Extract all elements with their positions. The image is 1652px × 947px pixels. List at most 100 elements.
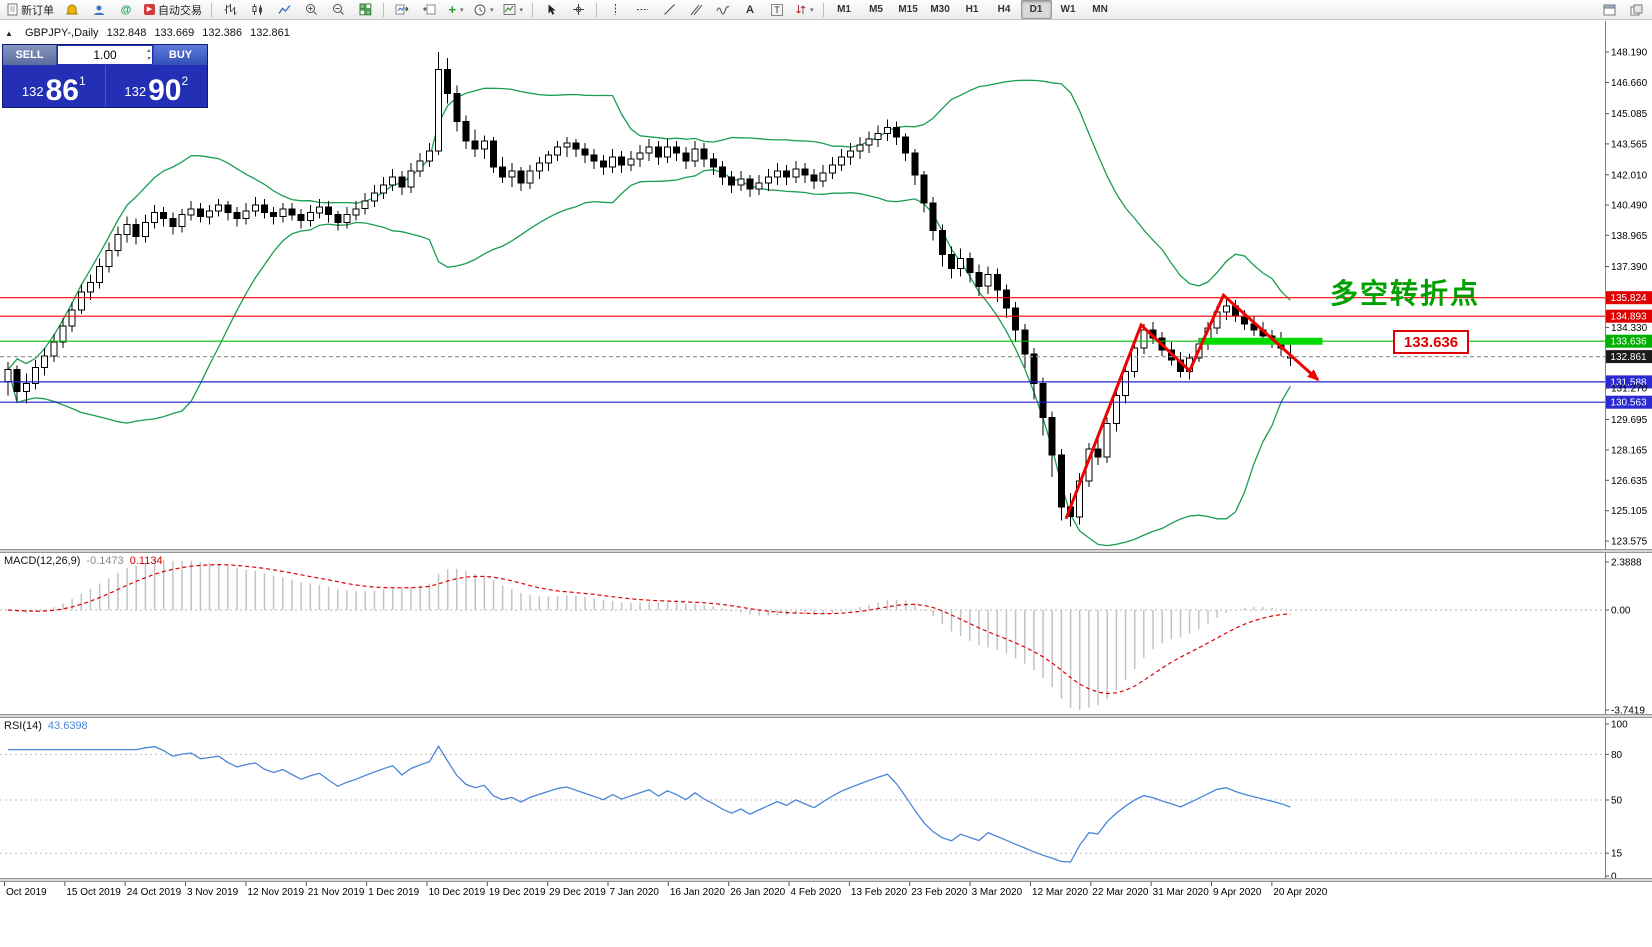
svg-text:31 Mar 2020: 31 Mar 2020 xyxy=(1153,887,1210,898)
alerts-button[interactable] xyxy=(59,0,85,19)
elliott-wave-button[interactable] xyxy=(710,0,736,19)
timeframe-h4-button[interactable]: H4 xyxy=(997,4,1011,15)
horizontal-line-button[interactable] xyxy=(629,0,655,19)
svg-text:3 Mar 2020: 3 Mar 2020 xyxy=(972,887,1023,898)
svg-text:9 Apr 2020: 9 Apr 2020 xyxy=(1213,887,1262,898)
channel-icon xyxy=(690,3,703,16)
vertical-line-button[interactable] xyxy=(602,0,628,19)
svg-text:132.861: 132.861 xyxy=(1610,352,1647,363)
svg-text:131.270: 131.270 xyxy=(1611,384,1648,395)
win2-icon xyxy=(1630,4,1643,16)
bar-chart-button[interactable] xyxy=(217,0,243,19)
symbol-name: GBPJPY-,Daily xyxy=(24,27,99,39)
svg-text:15 Oct 2019: 15 Oct 2019 xyxy=(66,887,121,898)
buy-price[interactable]: 132 90 2 xyxy=(124,74,189,107)
timeframe-mn-button[interactable]: MN xyxy=(1092,4,1108,15)
svg-text:16 Jan 2020: 16 Jan 2020 xyxy=(670,887,725,898)
spinner-up-icon[interactable]: ▴ xyxy=(146,48,150,54)
trendline-button[interactable] xyxy=(656,0,682,19)
timeframe-w1-button[interactable]: W1 xyxy=(1060,4,1076,15)
trend-arrow-annotation[interactable] xyxy=(1064,292,1320,520)
time-axis[interactable]: Oct 2019 15 Oct 2019 24 Oct 2019 3 Nov 2019… xyxy=(0,882,1652,902)
svg-text:15: 15 xyxy=(1611,849,1623,860)
candlestick-chart-button[interactable] xyxy=(244,0,270,19)
rsi-axis[interactable]: 100 80 50 15 0 xyxy=(1605,718,1628,878)
spinner-down-icon[interactable]: ▾ xyxy=(146,56,150,62)
chart-shift-button[interactable] xyxy=(416,0,442,19)
timeframe-m1-button[interactable]: M1 xyxy=(837,4,851,15)
panel-splitter[interactable] xyxy=(0,714,1652,718)
autoscroll-icon xyxy=(395,3,409,16)
channel-button[interactable] xyxy=(683,0,709,19)
auto-scroll-button[interactable] xyxy=(389,0,415,19)
svg-text:2.3888: 2.3888 xyxy=(1611,558,1642,569)
template-icon xyxy=(503,3,516,16)
textT-icon: T xyxy=(771,3,783,16)
timeframe-h1-button[interactable]: H1 xyxy=(965,4,979,15)
tile-windows-button[interactable] xyxy=(352,0,378,19)
svg-text:129.695: 129.695 xyxy=(1611,415,1648,426)
one-click-collapse-arrow[interactable]: ▲ xyxy=(5,29,13,38)
trend-icon xyxy=(663,3,676,16)
cursor-button[interactable] xyxy=(538,0,564,19)
charts-list-button[interactable] xyxy=(1596,0,1622,19)
sell-price[interactable]: 132 86 1 xyxy=(3,65,106,107)
chat-button[interactable]: @ xyxy=(113,0,139,19)
macd-panel[interactable]: 2.3888 0.00 -3.7419 xyxy=(0,553,1652,714)
panel-splitter[interactable] xyxy=(0,549,1652,553)
at-icon: @ xyxy=(120,3,132,16)
volume-spinner[interactable]: ▴ ▾ xyxy=(147,47,150,63)
macd-axis[interactable]: 2.3888 0.00 -3.7419 xyxy=(1605,553,1645,714)
svg-text:131.588: 131.588 xyxy=(1610,377,1647,388)
turning-point-annotation[interactable]: 多空转折点 xyxy=(1330,278,1481,309)
macd-signal-line xyxy=(7,563,1291,695)
community-button[interactable] xyxy=(86,0,112,19)
timeframe-d1-button[interactable]: D1 xyxy=(1020,0,1052,19)
price-level-label[interactable]: 133.636 xyxy=(1393,330,1469,354)
svg-text:Oct 2019: Oct 2019 xyxy=(6,887,47,898)
rsi-title: RSI(14) 43.6398 xyxy=(4,720,88,732)
timeframe-m5-button[interactable]: M5 xyxy=(869,4,883,15)
svg-text:100: 100 xyxy=(1611,720,1628,731)
panel-splitter[interactable] xyxy=(0,878,1652,882)
arrows-button[interactable]: ▾ xyxy=(791,0,818,19)
rsi-panel[interactable]: 100 80 50 15 0 xyxy=(0,718,1652,878)
top-toolbar: 新订单 @ ▶ 自动交易 + ▾ ▾ ▾ A T ▾ M1 M5 M15 M30 H1 H4 D1 W1 MN xyxy=(0,0,1652,20)
window-arrange-button[interactable] xyxy=(1623,0,1649,19)
svg-text:1 Dec 2019: 1 Dec 2019 xyxy=(368,887,420,898)
autotrade-icon: ▶ xyxy=(144,4,155,15)
doc-icon xyxy=(7,3,18,16)
templates-button[interactable]: ▾ xyxy=(499,0,528,19)
zoom-out-button[interactable] xyxy=(325,0,351,19)
zoom-in-button[interactable] xyxy=(298,0,324,19)
new-order-button[interactable]: 新订单 xyxy=(3,0,58,19)
buy-button[interactable]: BUY xyxy=(153,45,207,65)
vline-icon xyxy=(611,3,620,16)
text-label-button[interactable]: T xyxy=(764,0,790,19)
svg-text:29 Dec 2019: 29 Dec 2019 xyxy=(549,887,606,898)
dropdown-arrow-icon: ▾ xyxy=(460,6,464,14)
auto-trading-button[interactable]: ▶ 自动交易 xyxy=(140,0,206,19)
elliott-icon xyxy=(716,3,731,16)
svg-text:21 Nov 2019: 21 Nov 2019 xyxy=(308,887,365,898)
crosshair-button[interactable] xyxy=(565,0,591,19)
svg-text:148.190: 148.190 xyxy=(1611,48,1648,59)
periods-button[interactable]: ▾ xyxy=(470,0,498,19)
sell-button[interactable]: SELL xyxy=(3,45,57,65)
crosshair-icon xyxy=(572,3,585,16)
user-icon xyxy=(93,4,105,16)
timeframe-m30-button[interactable]: M30 xyxy=(930,4,950,15)
newchart-icon: + xyxy=(448,1,457,17)
svg-text:4 Feb 2020: 4 Feb 2020 xyxy=(791,887,842,898)
line-chart-button[interactable] xyxy=(271,0,297,19)
text-button[interactable]: A xyxy=(737,0,763,19)
price-axis[interactable]: 148.190 146.660 145.085 143.565 142.010 140.4… xyxy=(1605,21,1648,549)
toolbar-separator xyxy=(596,2,598,17)
bell-icon xyxy=(66,3,78,16)
one-click-trading-panel: SELL 1.00 ▴ ▾ BUY 132 86 1 132 90 2 xyxy=(2,44,208,108)
timeframe-m15-button[interactable]: M15 xyxy=(898,4,918,15)
svg-text:143.565: 143.565 xyxy=(1611,139,1648,150)
volume-input[interactable]: 1.00 ▴ ▾ xyxy=(58,46,152,64)
main-price-chart[interactable]: 135.824 134.893 133.636 132.861 131.588 130.5… xyxy=(0,21,1652,549)
new-chart-button[interactable]: + ▾ xyxy=(443,0,469,19)
